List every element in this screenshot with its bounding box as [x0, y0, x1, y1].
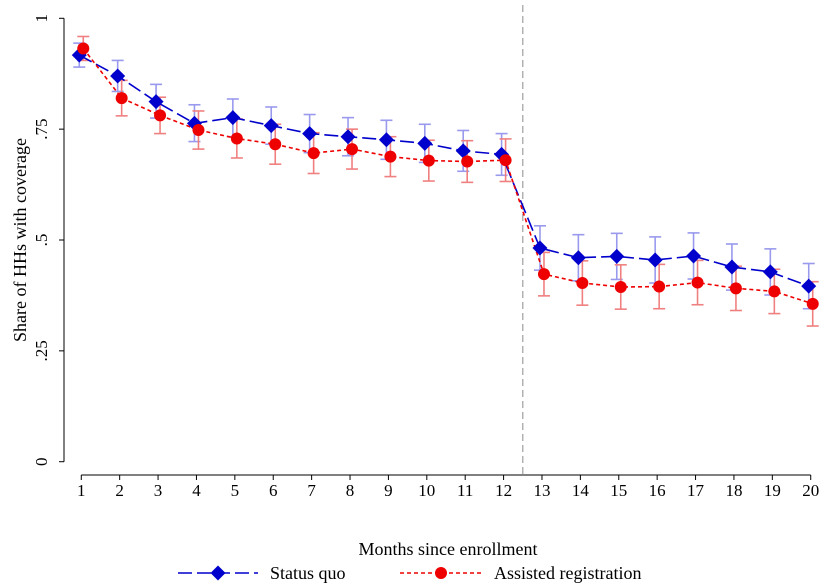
data-point	[115, 92, 128, 105]
x-tick-label: 16	[649, 481, 666, 500]
x-tick-label: 7	[307, 481, 316, 500]
data-point	[378, 132, 394, 148]
data-point	[384, 150, 397, 163]
y-tick-label: 0	[32, 457, 51, 466]
data-point	[647, 252, 663, 268]
x-tick-label: 9	[384, 481, 393, 500]
y-axis-title: Share of HHs with coverage	[10, 138, 30, 342]
data-point	[263, 118, 279, 134]
data-point	[691, 276, 704, 289]
y-tick-label: .5	[32, 234, 51, 247]
data-point	[192, 124, 205, 137]
data-point	[686, 248, 702, 264]
x-tick-label: 4	[192, 481, 201, 500]
plot-area	[71, 5, 819, 475]
y-tick-label: .25	[32, 340, 51, 361]
x-tick-label: 18	[725, 481, 742, 500]
data-point	[417, 135, 433, 151]
data-point	[653, 280, 666, 293]
x-tick-label: 19	[764, 481, 781, 500]
data-point	[806, 297, 819, 310]
data-point	[609, 248, 625, 264]
y-tick-label: 1	[32, 14, 51, 23]
x-tick-label: 13	[533, 481, 550, 500]
data-point	[801, 278, 817, 294]
x-tick-label: 3	[154, 481, 163, 500]
x-tick-label: 15	[610, 481, 627, 500]
legend-label: Status quo	[270, 563, 346, 583]
data-point	[307, 147, 320, 160]
data-point	[537, 268, 550, 281]
x-axis-title: Months since enrollment	[359, 539, 538, 559]
data-point	[729, 282, 742, 295]
x-tick-label: 11	[457, 481, 473, 500]
x-tick-label: 10	[418, 481, 435, 500]
legend: Status quo Assisted registration	[178, 563, 641, 583]
data-point	[422, 154, 435, 167]
x-tick-label: 6	[269, 481, 278, 500]
x-tick-label: 12	[495, 481, 512, 500]
data-point	[110, 68, 126, 84]
legend-label: Assisted registration	[494, 563, 641, 583]
data-point	[340, 129, 356, 145]
data-point	[77, 42, 90, 55]
data-point	[576, 277, 589, 290]
data-point	[230, 132, 243, 145]
data-point	[225, 110, 241, 126]
data-point	[269, 138, 282, 151]
x-tick-label: 5	[231, 481, 240, 500]
data-point	[154, 109, 167, 122]
data-point	[499, 154, 512, 167]
data-point	[302, 126, 318, 142]
y-axis: 0 .25 .5 .75 1	[32, 14, 65, 466]
data-point	[724, 259, 740, 275]
series-line	[82, 48, 813, 305]
x-tick-label: 14	[572, 481, 590, 500]
x-tick-label: 20	[802, 481, 819, 500]
data-point	[570, 250, 586, 266]
data-point	[768, 285, 781, 298]
data-point	[461, 155, 474, 168]
data-point	[346, 143, 359, 156]
data-point	[762, 264, 778, 280]
data-point	[455, 143, 471, 159]
x-tick-label: 8	[346, 481, 355, 500]
x-axis: 1 2 3 4 5 6 7 8 9 10 11 12 13 14 15 16 17 18 19 20	[77, 474, 819, 500]
data-point	[148, 94, 164, 110]
x-tick-label: 17	[687, 481, 705, 500]
x-tick-label: 2	[115, 481, 124, 500]
data-point	[614, 281, 627, 293]
x-tick-label: 1	[77, 481, 86, 500]
data-point	[532, 240, 548, 256]
legend-marker	[435, 567, 447, 579]
series-line	[78, 54, 809, 287]
y-tick-label: .75	[32, 119, 51, 140]
legend-marker	[210, 565, 226, 581]
